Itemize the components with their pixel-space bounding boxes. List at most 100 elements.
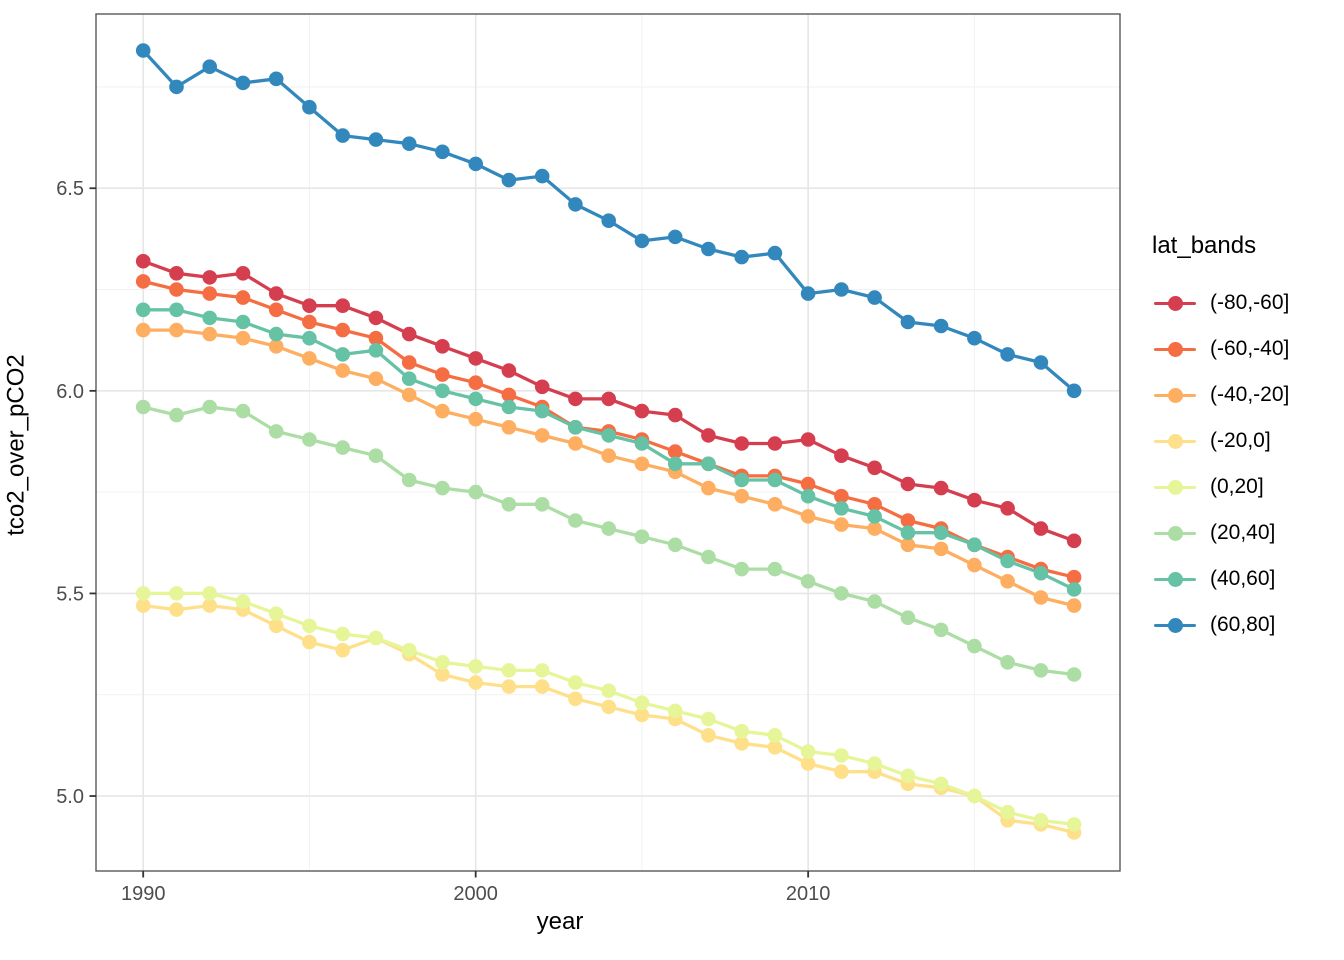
data-point [235,314,251,330]
data-point [468,675,484,690]
data-point [967,492,982,508]
data-point [601,213,616,228]
data-point [1033,590,1049,605]
data-point [933,525,949,540]
data-point [202,270,217,285]
data-point [667,703,683,719]
data-point [1000,655,1015,670]
x-tick-label: 2010 [786,883,831,905]
data-point [169,79,184,95]
data-point [169,282,184,297]
data-point [734,488,749,504]
data-point [235,266,251,281]
data-point [701,480,716,496]
legend: lat_bands (-80,-60] (-60,-40] (-40,-20] (-2… [1152,228,1342,648]
data-point [135,43,151,58]
data-point [834,501,849,516]
data-point [734,736,749,751]
legend-item-label: (60,80] [1210,613,1276,636]
data-point [534,403,550,419]
data-point [601,699,616,715]
panel-border [95,13,1121,872]
data-point [933,541,949,557]
data-point [834,282,849,297]
data-point [701,728,716,743]
data-point [335,626,351,642]
data-point [268,302,284,318]
data-point [468,375,484,391]
data-point [235,403,251,419]
data-point [501,172,517,188]
data-point [468,484,484,500]
data-point [601,391,616,407]
data-point [302,298,317,314]
legend-key-dot [1167,387,1183,403]
legend-key-dot [1167,617,1183,633]
data-point [302,99,317,115]
data-point [202,326,217,342]
legend-item: (-20,0] [1152,418,1342,464]
data-point [900,537,916,553]
x-tick-label: 2000 [453,883,498,905]
data-point [701,549,716,565]
data-point [1000,347,1015,362]
data-point [800,488,816,504]
data-point [1033,813,1049,828]
data-point [302,618,317,634]
data-point [169,586,184,601]
data-point [800,286,816,301]
data-point [169,407,184,423]
legend-item-label: (-20,0] [1210,429,1271,452]
data-point [335,642,351,658]
data-point [634,233,650,249]
x-axis-label: year [536,908,584,935]
data-point [368,630,384,646]
data-point [767,436,783,451]
data-point [834,488,849,504]
data-point [202,59,217,74]
data-point [435,383,450,399]
data-point [268,286,284,301]
legend-key-icon [1152,385,1198,405]
legend-key-icon [1152,615,1198,635]
data-point [501,399,517,415]
data-point [1066,598,1082,613]
data-point [867,509,882,524]
data-point [900,476,916,492]
legend-item: (40,60] [1152,556,1342,602]
data-point [401,387,417,403]
data-point [867,756,882,771]
data-point [800,744,816,759]
legend-key-icon [1152,431,1198,451]
data-point [534,497,550,512]
data-point [435,339,450,354]
data-point [767,497,783,512]
data-point [734,561,749,577]
data-point [767,245,783,261]
legend-items: (-80,-60] (-60,-40] (-40,-20] (-20,0] (0,20]… [1152,280,1342,648]
data-point [601,428,616,443]
data-point [1066,383,1082,399]
legend-key-dot [1167,571,1183,587]
data-point [900,768,916,784]
legend-item-label: (40,60] [1210,567,1276,590]
data-point [933,318,949,334]
data-point [634,529,650,544]
data-point [501,663,517,678]
data-point [568,691,583,707]
legend-item-label: (0,20] [1210,475,1264,498]
data-point [435,655,450,670]
data-point [268,339,284,354]
data-point [368,371,384,387]
data-point [501,363,517,378]
y-axis-label: tco2_over_pCO2 [2,354,30,536]
data-point [368,330,384,346]
legend-key-icon [1152,293,1198,313]
data-point [933,480,949,496]
data-point [501,497,517,512]
legend-item: (-80,-60] [1152,280,1342,326]
data-point [634,403,650,419]
data-point [634,456,650,472]
data-point [302,634,317,650]
